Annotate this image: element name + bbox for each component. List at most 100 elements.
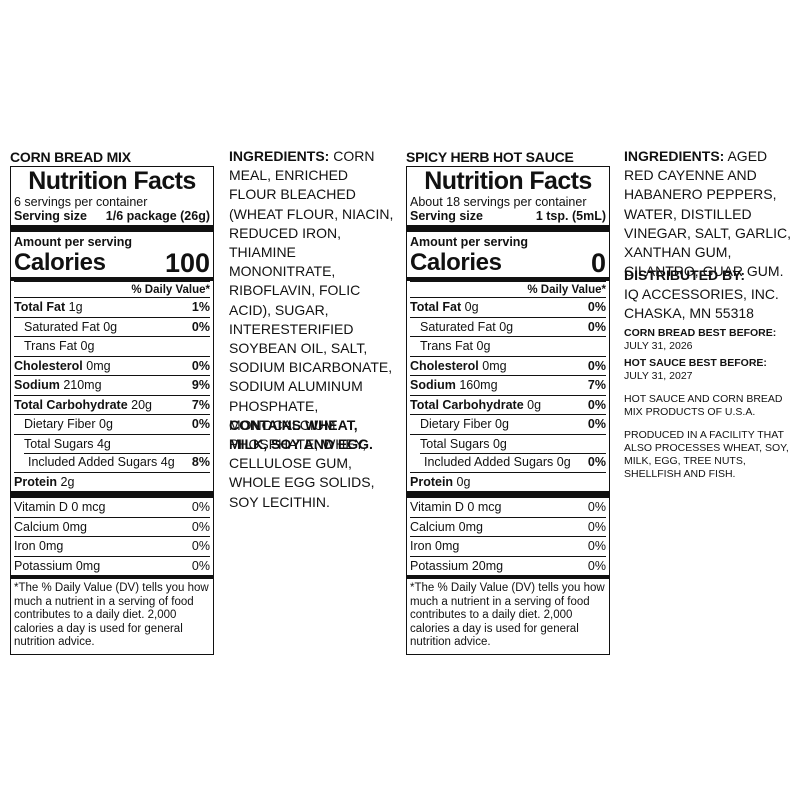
nutrient-label: Saturated Fat 0g: [24, 319, 118, 334]
nutrient-row-cholesterol: Cholesterol 0mg 0%: [14, 355, 210, 376]
medium-divider: [11, 277, 213, 281]
allergen-statement: CONTAINS WHEAT, MILK, SOY AND EGG.: [229, 417, 373, 452]
nutrition-facts-title: Nutrition Facts: [424, 167, 592, 195]
medium-divider: [407, 277, 609, 281]
nutrient-label: Vitamin D 0 mcg: [14, 500, 106, 514]
ingredients-text: CORN MEAL, ENRICHED FLOUR BLEACHED (WHEA…: [229, 148, 394, 510]
nutrient-label: Cholesterol: [410, 358, 479, 373]
nutrient-label: Dietary Fiber 0g: [420, 417, 509, 431]
nutrient-row-saturated-fat: Saturated Fat 0g 0%: [410, 316, 606, 337]
ingredients-label: INGREDIENTS:: [624, 148, 725, 164]
nutrient-dv: 0%: [191, 319, 210, 334]
serving-size-value: 1/6 package (26g): [105, 209, 210, 223]
nutrient-label: Total Carbohydrate: [14, 397, 128, 412]
nutrient-dv: 0%: [587, 300, 606, 314]
nutrient-dv: 0%: [587, 539, 606, 553]
corn-best-before-date: JULY 31, 2026: [624, 340, 693, 352]
nutrient-label: Vitamin D 0 mcg: [410, 500, 502, 514]
nutrient-row-total-sugars: Total Sugars 4g: [14, 433, 210, 454]
amount-per-serving: Amount per serving: [410, 235, 529, 249]
nutrient-label: Included Added Sugars 0g: [424, 455, 571, 469]
nutrient-dv: 0%: [587, 417, 606, 431]
nutrient-label: Iron 0mg: [14, 539, 64, 553]
nutrient-row-total-sugars: Total Sugars 0g: [410, 433, 606, 454]
nutrient-dv: 0%: [587, 319, 606, 334]
serving-size-label: Serving size: [410, 209, 483, 223]
nutrient-dv: 0%: [191, 358, 210, 373]
calories-value: 0: [590, 248, 606, 278]
nutrient-label: Calcium 0mg: [410, 519, 483, 534]
nutrient-amount: 0g: [464, 300, 479, 314]
nutrient-label: Total Sugars 0g: [420, 436, 507, 451]
nutrient-label: Sodium: [14, 378, 60, 392]
nutrient-dv: 0%: [587, 455, 606, 469]
sauce-best-before-label: HOT SAUCE BEST BEFORE:: [624, 357, 767, 369]
nutrient-row-protein: Protein 0g: [410, 471, 606, 492]
daily-value-header: % Daily Value*: [410, 281, 606, 297]
nutrient-dv: 0%: [587, 558, 606, 573]
nutrient-row-calcium: Calcium 0mg 0%: [14, 516, 210, 537]
nutrient-dv: 0%: [587, 500, 606, 514]
nutrient-label: Calcium 0mg: [14, 519, 87, 534]
country-of-origin: HOT SAUCE AND CORN BREAD MIX PRODUCTS OF…: [624, 393, 783, 418]
serving-size-row: Serving size 1/6 package (26g): [14, 209, 210, 223]
nutrient-row-trans-fat: Trans Fat 0g: [14, 336, 210, 356]
nutrient-label: Dietary Fiber 0g: [24, 417, 113, 431]
calories-row: Calories 0: [410, 249, 606, 277]
nutrient-row-cholesterol: Cholesterol 0mg 0%: [410, 355, 606, 376]
nutrient-dv: 0%: [587, 519, 606, 534]
corn-bread-ingredients: INGREDIENTS: CORN MEAL, ENRICHED FLOUR B…: [229, 147, 397, 512]
nutrient-dv: 1%: [191, 300, 210, 314]
nutrient-dv: 0%: [191, 519, 210, 534]
nutrient-row-sodium: Sodium 160mg 7%: [410, 375, 606, 395]
thick-divider: [407, 491, 609, 498]
nutrient-amount: 20g: [131, 397, 153, 412]
nutrient-row-total-carbohydrate: Total Carbohydrate 20g 7%: [14, 394, 210, 415]
nutrient-dv: 0%: [191, 500, 210, 514]
nutrient-label: Saturated Fat 0g: [420, 319, 514, 334]
calories-label: Calories: [410, 249, 502, 276]
serving-size-label: Serving size: [14, 209, 87, 223]
nutrient-amount: 160mg: [459, 378, 498, 392]
product-title-corn-bread: CORN BREAD MIX: [10, 149, 131, 165]
nutrient-amount: 2g: [60, 474, 75, 489]
nutrient-row-added-sugars: Included Added Sugars 4g 8%: [14, 453, 210, 472]
nutrient-row-calcium: Calcium 0mg 0%: [410, 516, 606, 537]
nutrient-amount: 1g: [68, 300, 83, 314]
nutrient-dv: 7%: [191, 397, 210, 412]
ingredients-text: AGED RED CAYENNE AND HABANERO PEPPERS, W…: [624, 148, 792, 280]
distribution-info: DISTRIBUTED BY: IQ ACCESSORIES, INC. CHA…: [624, 266, 796, 481]
nutrient-label: Potassium 0mg: [14, 558, 101, 573]
servings-per-container: 6 servings per container: [14, 195, 148, 209]
nutrient-amount: 0mg: [482, 358, 507, 373]
ingredients-label: INGREDIENTS:: [229, 148, 330, 164]
calories-label: Calories: [14, 249, 106, 276]
servings-per-container: About 18 servings per container: [410, 195, 587, 209]
daily-value-footnote: *The % Daily Value (DV) tells you how mu…: [11, 575, 213, 650]
thick-divider: [407, 225, 609, 232]
nutrition-facts-title: Nutrition Facts: [28, 167, 196, 195]
thick-divider: [11, 225, 213, 232]
nutrient-row-iron: Iron 0mg 0%: [14, 536, 210, 556]
nutrient-dv: 0%: [191, 417, 210, 431]
nutrient-row-total-fat: Total Fat 0g 0%: [410, 297, 606, 317]
nutrient-amount: 0g: [456, 474, 471, 489]
serving-size-row: Serving size 1 tsp. (5mL): [410, 209, 606, 223]
distributed-by-heading: DISTRIBUTED BY:: [624, 267, 746, 283]
nutrient-dv: 7%: [587, 378, 606, 392]
product-title-hot-sauce: SPICY HERB HOT SAUCE: [406, 149, 574, 165]
nutrient-label: Total Fat: [410, 300, 462, 314]
nutrient-label: Total Fat: [14, 300, 66, 314]
nutrient-dv: 0%: [587, 397, 606, 412]
nutrient-amount: 0mg: [86, 358, 111, 373]
nutrient-label: Total Sugars 4g: [24, 436, 111, 451]
nutrient-row-dietary-fiber: Dietary Fiber 0g 0%: [410, 414, 606, 434]
nutrient-label: Cholesterol: [14, 358, 83, 373]
nutrient-dv: 0%: [191, 539, 210, 553]
company-city: CHASKA, MN 55318: [624, 305, 754, 321]
hot-sauce-ingredients: INGREDIENTS: AGED RED CAYENNE AND HABANE…: [624, 147, 794, 281]
nutrient-label: Included Added Sugars 4g: [28, 455, 175, 469]
nutrient-row-added-sugars: Included Added Sugars 0g 0%: [410, 453, 606, 472]
nutrient-row-potassium: Potassium 20mg 0%: [410, 555, 606, 576]
nutrient-label: Protein: [410, 474, 454, 489]
